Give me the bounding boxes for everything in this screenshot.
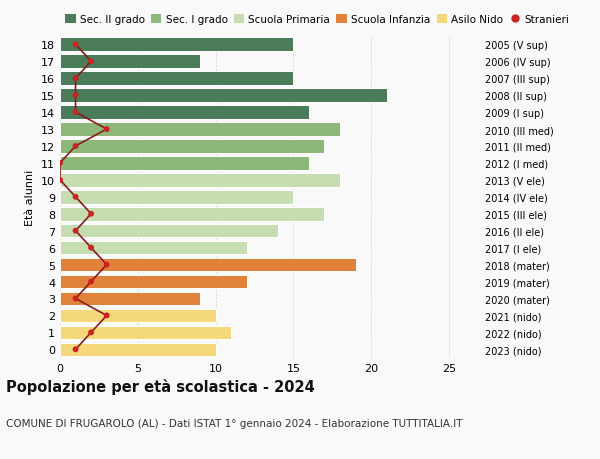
Point: [71, 143, 80, 150]
Point: [102, 261, 112, 269]
Point: [102, 312, 112, 319]
Point: [86, 211, 96, 218]
Point: [86, 329, 96, 336]
Bar: [60, 89, 386, 103]
Point: [86, 245, 96, 252]
Point: [71, 194, 80, 201]
Bar: [60, 241, 247, 255]
Bar: [60, 157, 309, 170]
Point: [86, 278, 96, 285]
Y-axis label: Età alunni: Età alunni: [25, 169, 35, 225]
Point: [71, 109, 80, 117]
Text: COMUNE DI FRUGAROLO (AL) - Dati ISTAT 1° gennaio 2024 - Elaborazione TUTTITALIA.: COMUNE DI FRUGAROLO (AL) - Dati ISTAT 1°…: [6, 418, 463, 428]
Bar: [60, 140, 325, 153]
Point: [55, 160, 65, 167]
Point: [55, 177, 65, 184]
Bar: [60, 56, 200, 69]
Point: [71, 346, 80, 353]
Bar: [60, 207, 325, 221]
Bar: [60, 174, 340, 187]
Point: [71, 75, 80, 83]
Bar: [60, 72, 293, 86]
Point: [86, 58, 96, 66]
Bar: [60, 292, 200, 306]
Point: [102, 126, 112, 134]
Bar: [60, 106, 309, 120]
Bar: [60, 326, 231, 339]
Point: [71, 228, 80, 235]
Bar: [60, 224, 278, 238]
Bar: [60, 275, 247, 289]
Bar: [60, 343, 215, 356]
Point: [71, 41, 80, 49]
Legend: Sec. II grado, Sec. I grado, Scuola Primaria, Scuola Infanzia, Asilo Nido, Stran: Sec. II grado, Sec. I grado, Scuola Prim…: [65, 15, 569, 25]
Bar: [60, 123, 340, 136]
Bar: [60, 309, 215, 323]
Point: [71, 295, 80, 302]
Bar: [60, 258, 356, 272]
Bar: [60, 190, 293, 204]
Text: Popolazione per età scolastica - 2024: Popolazione per età scolastica - 2024: [6, 379, 315, 395]
Point: [71, 92, 80, 100]
Bar: [60, 39, 293, 52]
